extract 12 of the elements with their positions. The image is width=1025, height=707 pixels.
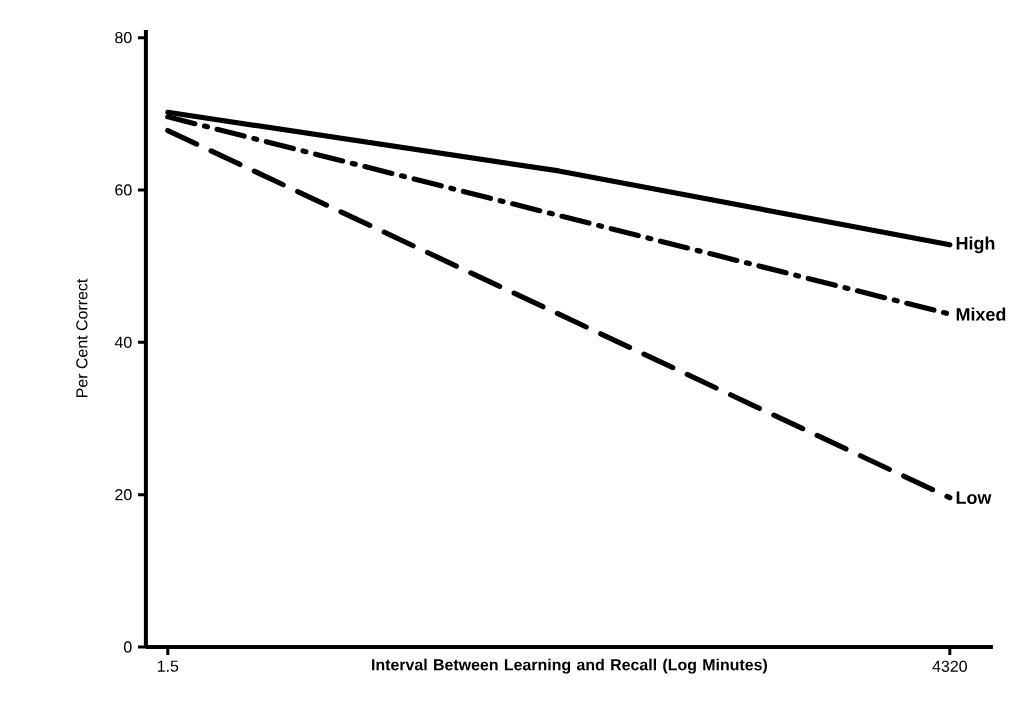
x-tick-label: 1.5 bbox=[157, 660, 179, 672]
x-tick-label: 4320 bbox=[932, 660, 967, 672]
y-axis-title: Per Cent Correct bbox=[76, 278, 88, 397]
series-label: Mixed bbox=[956, 307, 1006, 321]
series-label: High bbox=[956, 236, 995, 254]
y-tick-label: 20 bbox=[115, 489, 132, 501]
y-tick-label: 60 bbox=[115, 184, 132, 196]
y-tick-label: 80 bbox=[115, 31, 132, 44]
x-axis-title: Interval Between Learning and Recall (Log Minutes) bbox=[372, 658, 767, 674]
series-label: Low bbox=[956, 491, 992, 504]
y-tick-label: 0 bbox=[123, 641, 132, 653]
y-tick-label: 40 bbox=[114, 336, 132, 348]
